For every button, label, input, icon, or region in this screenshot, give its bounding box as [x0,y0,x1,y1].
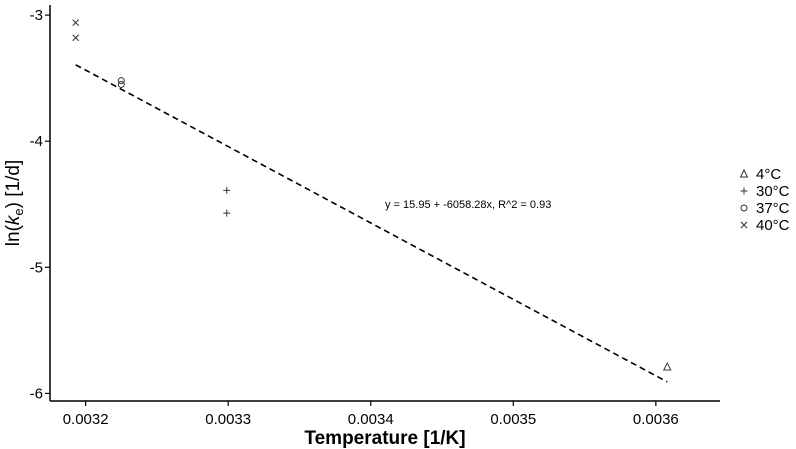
data-points [72,19,672,371]
fit-equation-label: y = 15.95 + -6058.28x, R^2 = 0.93 [385,199,551,211]
data-point-cross [72,19,80,27]
data-point-cross [72,34,80,42]
legend-label: 40°C [756,217,790,234]
x-tick-label: 0.0035 [490,411,536,428]
data-point-triangle [662,361,672,371]
y-axis-title-symbol: k [3,214,24,225]
y-tick-label: -5 [30,259,43,276]
legend-key-circle [740,204,748,212]
legend-label: 30°C [756,183,790,200]
y-ticks: -3 -4 -5 -6 [30,7,50,402]
y-tick-label: -6 [30,385,43,402]
data-point-plus [223,186,231,194]
legend-key-cross [740,221,748,229]
x-tick-label: 0.0034 [348,411,394,428]
x-tick-label: 0.0032 [63,411,109,428]
axes [49,5,720,402]
y-tick-label: -4 [30,133,43,150]
x-axis-title: Temperature [1/K] [304,428,465,449]
y-tick-label: -3 [30,7,43,24]
data-point-circle [117,80,125,88]
legend: 4°C30°C37°C40°C [739,166,790,234]
x-tick-label: 0.0033 [205,411,251,428]
x-tick-label: 0.0036 [633,411,679,428]
x-ticks: 0.0032 0.0033 0.0034 0.0035 0.0036 [63,401,679,428]
y-axis-title-prefix: ln( [3,224,24,246]
legend-key-triangle [739,168,749,178]
legend-key-plus [740,187,748,195]
regression-fit-line [75,64,668,383]
data-point-plus [223,209,231,217]
y-axis-title-suffix: ) [1/d] [3,160,24,209]
legend-label: 4°C [756,166,781,183]
legend-label: 37°C [756,200,790,217]
data-point-circle [117,77,125,85]
y-axis-title-subscript: e [11,208,26,215]
y-axis-title: ln(ke) [1/d] [3,160,26,246]
